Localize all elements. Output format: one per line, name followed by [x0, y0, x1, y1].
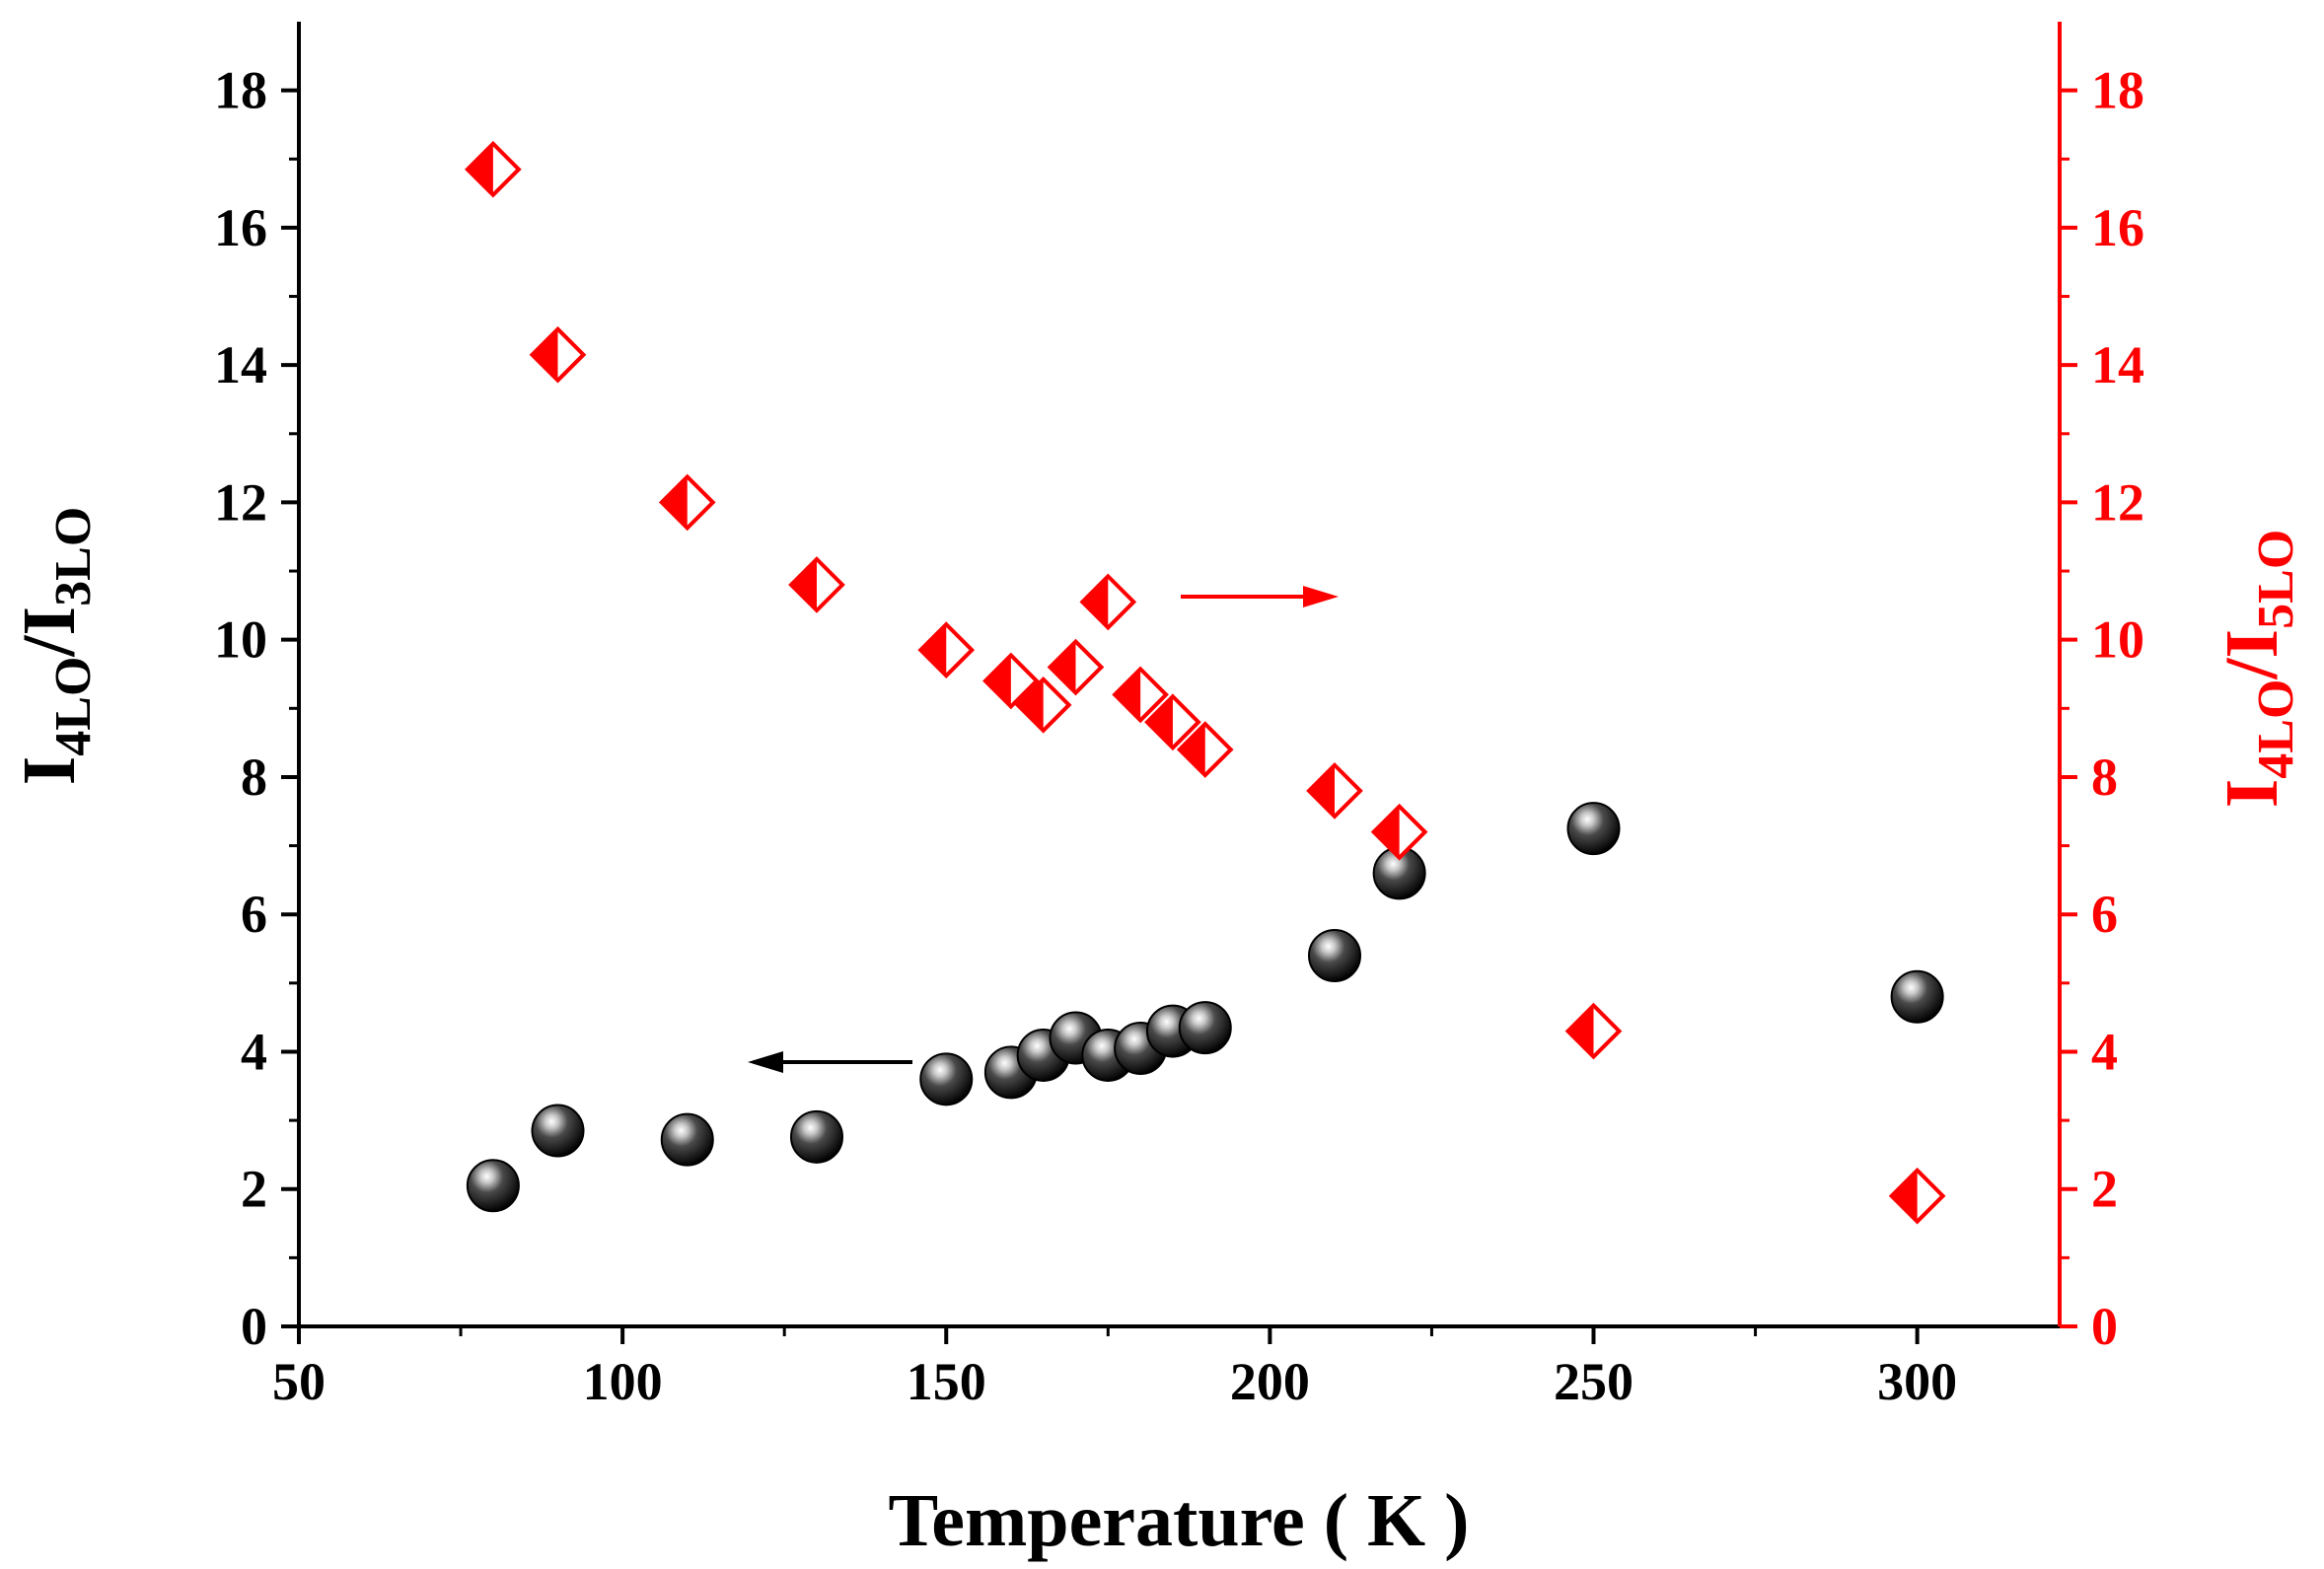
sphere-marker — [1178, 1001, 1232, 1055]
y-left-tick-label: 18 — [214, 61, 267, 120]
x-tick-label: 100 — [583, 1352, 663, 1411]
diamond-point — [1176, 721, 1234, 778]
sphere-marker — [1890, 969, 1944, 1024]
x-tick-label: 50 — [272, 1352, 326, 1411]
sphere-point — [660, 1112, 714, 1167]
diamond-point — [788, 556, 845, 613]
y-right-tick-label: 10 — [2091, 610, 2144, 670]
diamond-fill-half — [920, 624, 947, 677]
x-tick-label: 250 — [1554, 1352, 1634, 1411]
diamond-fill-half — [1017, 678, 1044, 731]
y-left-tick-label: 14 — [214, 335, 267, 394]
sphere-marker — [660, 1112, 714, 1167]
sphere-point — [1178, 1001, 1232, 1055]
diamond-point — [1014, 677, 1072, 734]
diamond-fill-half — [1373, 806, 1400, 858]
diamond-fill-half — [1567, 1005, 1594, 1057]
diamond-fill-half — [1146, 696, 1173, 749]
diamond-fill-half — [1050, 641, 1076, 693]
diamond-fill-half — [791, 558, 817, 610]
diamond-point — [465, 140, 522, 198]
diamond-point — [1888, 1167, 1946, 1225]
sphere-point — [919, 1052, 974, 1106]
y-right-tick-label: 6 — [2091, 885, 2118, 944]
y-left-tick-label: 0 — [241, 1297, 267, 1356]
diamond-fill-half — [984, 655, 1011, 707]
diamond-point — [1079, 573, 1137, 631]
y-right-tick-label: 8 — [2091, 748, 2118, 807]
sphere-point — [1308, 928, 1361, 982]
y-left-tick-label: 2 — [241, 1160, 267, 1219]
y-axis-title-left: I4LO/I3LO — [8, 507, 102, 786]
sphere-point — [790, 1109, 843, 1164]
diamond-point — [1564, 1002, 1623, 1060]
diamond-point — [1112, 666, 1169, 724]
y-right-tick-label: 4 — [2091, 1022, 2118, 1081]
diamond-point — [1047, 638, 1105, 696]
arrow-right-annotation — [1181, 586, 1339, 607]
diamond-fill-half — [1891, 1170, 1918, 1222]
diamond-point — [1370, 803, 1428, 861]
diamond-fill-half — [467, 143, 493, 195]
diamond-point — [658, 473, 716, 532]
x-tick-label: 150 — [907, 1352, 986, 1411]
diamond-fill-half — [1179, 724, 1205, 776]
arrow-left-annotation — [748, 1051, 912, 1073]
sphere-point — [531, 1104, 585, 1158]
sphere-point — [1890, 969, 1944, 1024]
series-left-spheres — [466, 802, 1944, 1213]
sphere-marker — [531, 1104, 585, 1158]
diamond-point — [1306, 762, 1363, 820]
y-right-tick-label: 2 — [2091, 1160, 2118, 1219]
sphere-marker — [1308, 928, 1361, 982]
diamond-fill-half — [1115, 669, 1141, 721]
diamond-fill-half — [1309, 764, 1335, 817]
diamond-point — [529, 325, 587, 384]
sphere-marker — [466, 1159, 520, 1213]
sphere-marker — [919, 1052, 974, 1106]
sphere-point — [1566, 802, 1621, 856]
diamond-point — [982, 652, 1040, 710]
diamond-point — [1144, 693, 1201, 751]
diamond-fill-half — [532, 328, 558, 381]
tick-labels: 50 100 150 200 250 300 0 0 2 2 4 4 6 6 8 8 10 10 12 12 14 14 1… — [214, 61, 2144, 1411]
diamond-fill-half — [1082, 576, 1109, 628]
y-right-tick-label: 16 — [2091, 198, 2144, 257]
x-tick-label: 300 — [1877, 1352, 1957, 1411]
y-left-tick-label: 8 — [241, 748, 267, 807]
y-left-tick-label: 4 — [241, 1022, 267, 1081]
y-right-tick-label: 12 — [2091, 472, 2144, 532]
x-tick-label: 200 — [1230, 1352, 1310, 1411]
y-right-tick-label: 0 — [2091, 1297, 2118, 1356]
y-left-tick-label: 6 — [241, 885, 267, 944]
y-left-tick-label: 10 — [214, 610, 267, 670]
series-right-diamonds — [465, 140, 1946, 1225]
y-right-tick-label: 18 — [2091, 61, 2144, 120]
y-axis-title-right: I4LO/I5LO — [2211, 530, 2304, 809]
diamond-point — [917, 621, 976, 678]
sphere-marker — [790, 1109, 843, 1164]
x-axis-title: Temperature ( K ) — [889, 1479, 1470, 1562]
y-left-tick-label: 16 — [214, 198, 267, 257]
y-left-tick-label: 12 — [214, 472, 267, 532]
sphere-point — [466, 1159, 520, 1213]
sphere-marker — [1566, 802, 1621, 856]
y-right-tick-label: 14 — [2091, 335, 2144, 394]
diamond-fill-half — [661, 476, 688, 529]
